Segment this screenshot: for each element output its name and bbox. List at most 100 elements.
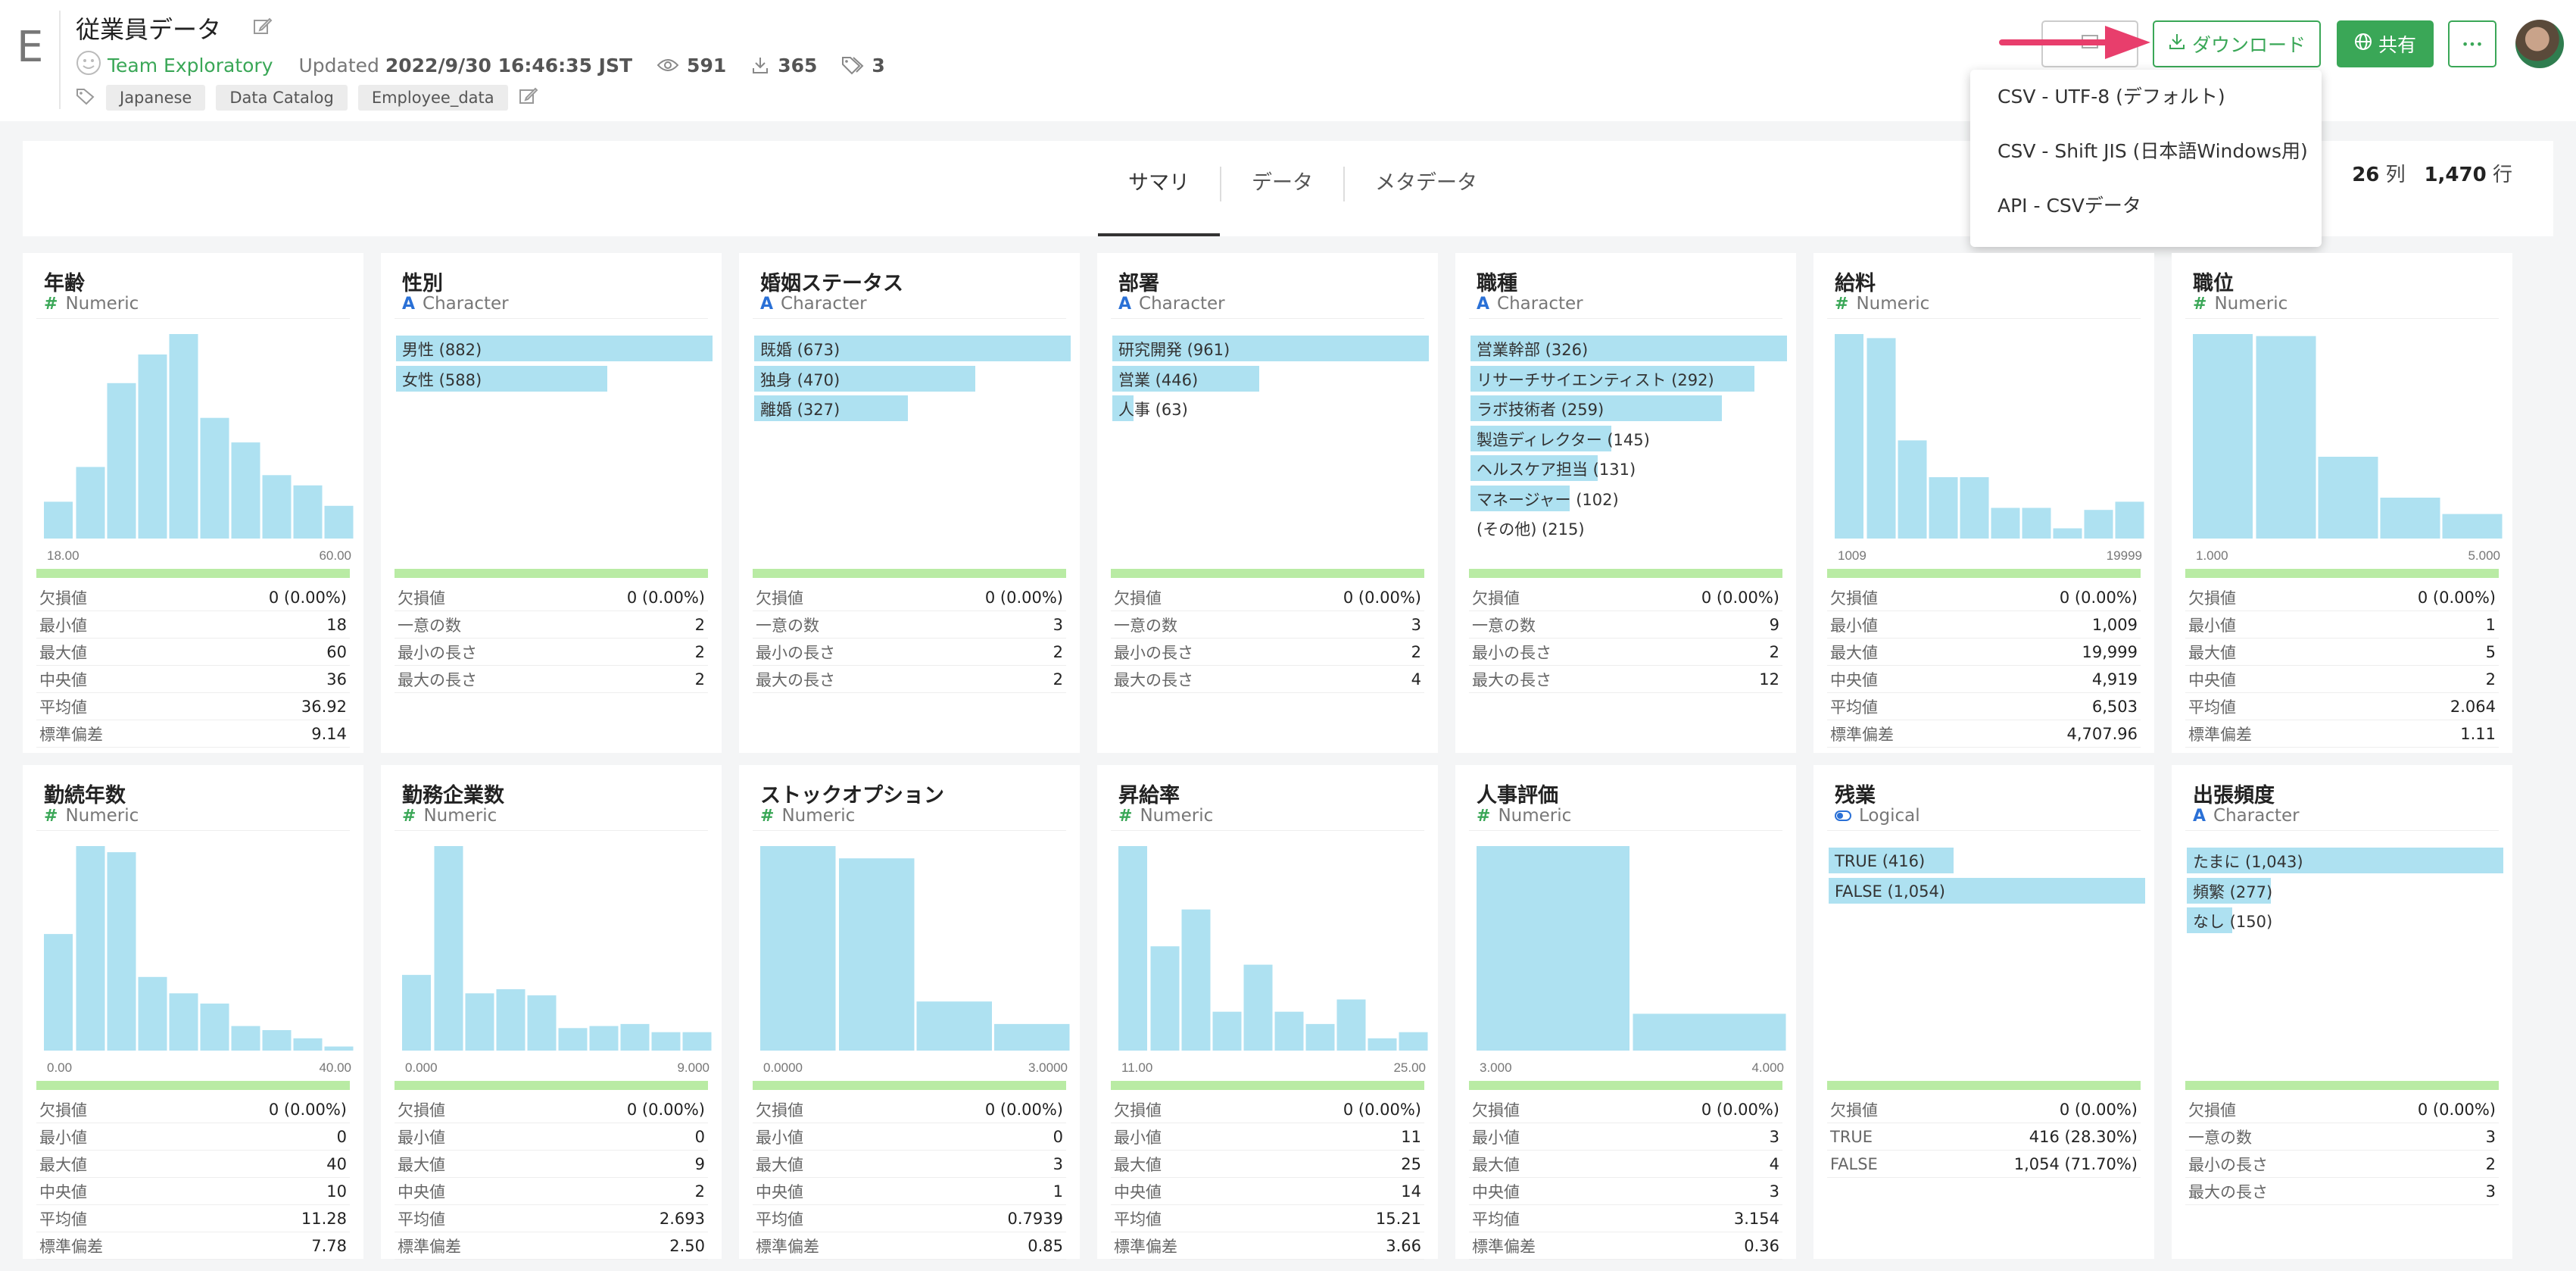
edit-tags-icon[interactable] xyxy=(519,86,538,109)
category-row[interactable]: たまに (1,043) xyxy=(2187,848,2503,875)
histogram-bar[interactable] xyxy=(138,354,167,539)
category-row[interactable]: 営業 (446) xyxy=(1112,365,1429,393)
category-row[interactable]: 製造ディレクター (145) xyxy=(1470,425,1787,453)
download-button[interactable]: ダウンロード xyxy=(2153,20,2321,67)
histogram-bar[interactable] xyxy=(1898,440,1927,539)
category-row[interactable]: TRUE (416) xyxy=(1829,848,2145,875)
tag-employee-data[interactable]: Employee_data xyxy=(357,85,508,111)
category-row[interactable]: FALSE (1,054) xyxy=(1829,877,2145,905)
team-link[interactable]: Team Exploratory xyxy=(108,54,273,77)
menu-item-csv-utf8[interactable]: CSV - UTF-8 (デフォルト) xyxy=(1997,86,2225,108)
histogram-bar[interactable] xyxy=(1150,946,1180,1051)
tag-data-catalog[interactable]: Data Catalog xyxy=(216,85,348,111)
histogram-bar[interactable] xyxy=(2442,514,2503,539)
histogram-bar[interactable] xyxy=(1336,999,1366,1051)
histogram-bar[interactable] xyxy=(916,1001,993,1051)
histogram-bar[interactable] xyxy=(1399,1032,1428,1051)
histogram-bar[interactable] xyxy=(760,846,836,1051)
share-button[interactable]: 共有 xyxy=(2337,20,2434,67)
histogram-bar[interactable] xyxy=(107,852,136,1051)
histogram-bar[interactable] xyxy=(2193,334,2253,539)
histogram-bar[interactable] xyxy=(262,1030,292,1051)
column-card[interactable]: 出張頻度 A Character たまに (1,043) 頻繁 (277) なし (150… xyxy=(2172,765,2512,1259)
column-card[interactable]: 性別 A Character 男性 (882) 女性 (588) 欠損値 0 (0.00%)… xyxy=(381,253,722,753)
category-row[interactable]: ラボ技術者 (259) xyxy=(1470,395,1787,423)
histogram-bar[interactable] xyxy=(1929,477,1958,539)
histogram-bar[interactable] xyxy=(1118,846,1147,1051)
histogram-bar[interactable] xyxy=(839,858,915,1051)
more-button[interactable]: ••• xyxy=(2448,20,2496,67)
histogram-bar[interactable] xyxy=(1368,1038,1397,1051)
menu-item-api-csv[interactable]: API - CSVデータ xyxy=(1997,195,2141,217)
histogram-bar[interactable] xyxy=(1212,1011,1242,1051)
category-row[interactable]: ヘルスケア担当 (131) xyxy=(1470,455,1787,482)
histogram-bar[interactable] xyxy=(1633,1013,1786,1051)
histogram-bar[interactable] xyxy=(2084,510,2113,539)
column-card[interactable]: ストックオプション # Numeric 0.0000 3.0000 欠損値 0 (0.00%… xyxy=(739,765,1080,1260)
histogram-bar[interactable] xyxy=(1305,1023,1335,1051)
column-card[interactable]: 年齢 # Numeric 18.00 60.00 欠損値 0 (0.00%) 最小値 18 最大値… xyxy=(23,253,363,753)
histogram-bar[interactable] xyxy=(2380,498,2440,539)
histogram-bar[interactable] xyxy=(2053,528,2082,539)
column-card[interactable]: 残業 Logical TRUE (416) FALSE (1,054) 欠損値 0 (0.… xyxy=(1813,765,2154,1259)
histogram-bar[interactable] xyxy=(1867,338,1896,539)
column-card[interactable]: 人事評価 # Numeric 3.000 4.000 欠損値 0 (0.00%) 最小値 3 最大… xyxy=(1455,765,1796,1260)
histogram-bar[interactable] xyxy=(231,1026,260,1051)
column-card[interactable]: 給料 # Numeric 1009 19999 欠損値 0 (0.00%) 最小値 1,009 最… xyxy=(1813,253,2154,753)
histogram-bar[interactable] xyxy=(293,485,323,539)
histogram-bar[interactable] xyxy=(589,1026,619,1051)
histogram-bar[interactable] xyxy=(1477,846,1629,1051)
category-row[interactable]: 女性 (588) xyxy=(396,365,713,393)
histogram-bar[interactable] xyxy=(169,993,198,1051)
histogram-bar[interactable] xyxy=(293,1038,323,1051)
histogram-bar[interactable] xyxy=(1960,477,1989,539)
column-card[interactable]: 勤続年数 # Numeric 0.00 40.00 欠損値 0 (0.00%) 最小値 0 最大値… xyxy=(23,765,363,1260)
edit-title-icon[interactable] xyxy=(253,17,273,36)
histogram-bar[interactable] xyxy=(651,1032,681,1051)
histogram-bar[interactable] xyxy=(558,1028,588,1051)
histogram-bar[interactable] xyxy=(1181,909,1211,1051)
histogram-bar[interactable] xyxy=(138,976,167,1051)
category-row[interactable]: 既婚 (673) xyxy=(754,336,1071,363)
tag-japanese[interactable]: Japanese xyxy=(106,85,206,111)
avatar[interactable] xyxy=(2515,20,2564,68)
histogram-bar[interactable] xyxy=(2115,501,2144,539)
histogram-bar[interactable] xyxy=(76,846,105,1051)
column-card[interactable]: 部署 A Character 研究開発 (961) 営業 (446) 人事 (63) 欠損値… xyxy=(1097,253,1438,753)
menu-item-csv-shiftjis[interactable]: CSV - Shift JIS (日本語Windows用) xyxy=(1997,140,2308,162)
column-card[interactable]: 勤務企業数 # Numeric 0.000 9.000 欠損値 0 (0.00%) 最小値 0 最… xyxy=(381,765,722,1260)
category-row[interactable]: 男性 (882) xyxy=(396,336,713,363)
histogram-bar[interactable] xyxy=(527,995,557,1051)
histogram-bar[interactable] xyxy=(262,475,292,539)
histogram-bar[interactable] xyxy=(994,1023,1070,1051)
category-row[interactable]: 離婚 (327) xyxy=(754,395,1071,423)
histogram-bar[interactable] xyxy=(76,467,105,539)
histogram-bar[interactable] xyxy=(434,846,463,1051)
histogram-bar[interactable] xyxy=(2318,457,2378,539)
histogram-bar[interactable] xyxy=(44,934,73,1051)
histogram-bar[interactable] xyxy=(496,989,525,1051)
histogram-bar[interactable] xyxy=(200,1003,229,1051)
category-row[interactable]: (その他) (215) xyxy=(1470,515,1787,542)
category-row[interactable]: 頻繁 (277) xyxy=(2187,877,2503,905)
tab-summary[interactable]: サマリ xyxy=(1098,164,1220,236)
histogram-bar[interactable] xyxy=(231,442,260,539)
column-card[interactable]: 職種 A Character 営業幹部 (326) リサーチサイエンティスト (292)… xyxy=(1455,253,1796,753)
histogram-bar[interactable] xyxy=(465,993,494,1051)
app-logo[interactable]: E xyxy=(17,23,44,72)
histogram-bar[interactable] xyxy=(2256,336,2316,539)
category-row[interactable]: マネージャー (102) xyxy=(1470,485,1787,513)
histogram-bar[interactable] xyxy=(1835,334,1863,539)
category-row[interactable]: 研究開発 (961) xyxy=(1112,336,1429,363)
category-row[interactable]: 独身 (470) xyxy=(754,365,1071,393)
histogram-bar[interactable] xyxy=(620,1023,650,1051)
histogram-bar[interactable] xyxy=(324,1046,354,1051)
histogram-bar[interactable] xyxy=(169,334,198,539)
column-card[interactable]: 婚姻ステータス A Character 既婚 (673) 独身 (470) 離婚 (327… xyxy=(739,253,1080,753)
column-card[interactable]: 職位 # Numeric 1.000 5.000 欠損値 0 (0.00%) 最小値 1 最大値 5… xyxy=(2172,253,2512,753)
histogram-bar[interactable] xyxy=(44,501,73,539)
histogram-bar[interactable] xyxy=(1274,1011,1304,1051)
histogram-bar[interactable] xyxy=(402,975,431,1051)
histogram-bar[interactable] xyxy=(1991,507,2020,539)
category-row[interactable]: 人事 (63) xyxy=(1112,395,1429,423)
